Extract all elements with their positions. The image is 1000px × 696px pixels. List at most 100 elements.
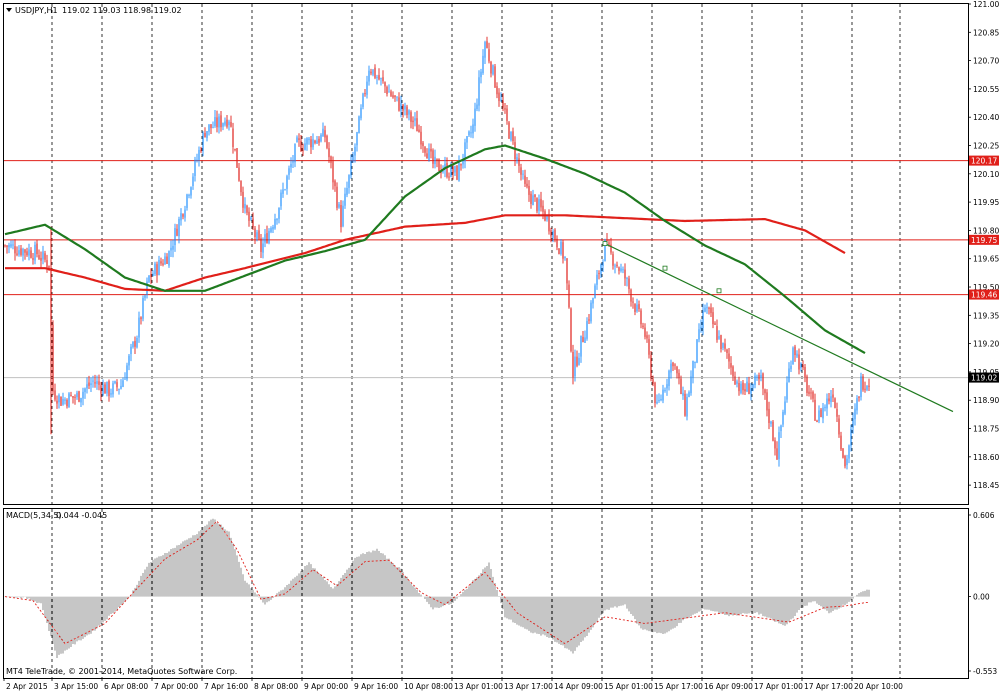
y-tick-label: 121.00 xyxy=(973,0,999,9)
candle xyxy=(420,125,422,150)
candle xyxy=(384,81,386,93)
x-tick-label: 14 Apr 09:00 xyxy=(554,682,603,691)
y-tick-label: 120.40 xyxy=(973,113,999,122)
candle xyxy=(852,412,854,434)
y-tick-label: 119.05 xyxy=(973,368,999,377)
candle xyxy=(646,331,648,343)
candle xyxy=(140,316,142,325)
candle xyxy=(330,155,332,169)
candle xyxy=(656,394,658,405)
candle xyxy=(826,393,828,416)
candle xyxy=(568,280,570,309)
candle xyxy=(534,194,536,202)
candle xyxy=(596,269,598,290)
candle xyxy=(78,390,80,403)
x-tick-label: 15 Apr 17:00 xyxy=(654,682,703,691)
candle xyxy=(624,263,626,286)
candle xyxy=(340,200,342,233)
candle xyxy=(804,364,806,383)
candle xyxy=(832,387,834,402)
candle xyxy=(728,348,730,369)
candle xyxy=(530,191,532,209)
candle xyxy=(270,226,272,234)
candle xyxy=(148,275,150,283)
level-tag-label: 119.46 xyxy=(971,291,997,300)
candle xyxy=(264,228,266,248)
candle xyxy=(236,147,238,169)
candle xyxy=(290,157,292,173)
candle xyxy=(470,125,472,138)
candle xyxy=(32,253,34,265)
candle xyxy=(178,216,180,244)
candle xyxy=(614,263,616,274)
candle xyxy=(536,197,538,214)
candle xyxy=(348,174,350,194)
candle xyxy=(408,109,410,121)
x-tick-label: 7 Apr 16:00 xyxy=(204,682,248,691)
candle xyxy=(844,454,846,469)
candle xyxy=(578,352,580,366)
x-tick-label: 2 Apr 2015 xyxy=(6,682,48,691)
candle xyxy=(616,261,618,268)
candle xyxy=(764,388,766,400)
candle xyxy=(612,251,614,270)
candle xyxy=(558,248,560,255)
candle xyxy=(464,138,466,169)
candle xyxy=(636,298,638,313)
candle xyxy=(760,369,762,382)
candle xyxy=(448,172,450,181)
candle xyxy=(628,275,630,294)
candle xyxy=(324,125,326,143)
candle xyxy=(372,69,374,77)
candle xyxy=(344,187,346,209)
x-tick-label: 16 Apr 09:00 xyxy=(704,682,753,691)
candle xyxy=(682,386,684,400)
x-tick-label: 9 Apr 16:00 xyxy=(354,682,398,691)
candle xyxy=(220,111,222,132)
trendline[interactable] xyxy=(602,241,954,413)
candle xyxy=(864,381,866,393)
candle xyxy=(188,193,190,199)
candle xyxy=(480,68,482,84)
candle xyxy=(824,404,826,412)
candle xyxy=(208,124,210,136)
candle xyxy=(144,294,146,301)
y-tick-label: 120.10 xyxy=(973,170,999,179)
candle xyxy=(698,323,700,343)
candle xyxy=(388,84,390,93)
candle xyxy=(618,266,620,275)
price-axis: 121.00 120.85 120.70 120.55 120.40 120.25 120.… xyxy=(968,0,999,490)
candle xyxy=(18,245,20,257)
candle xyxy=(402,103,404,118)
candle xyxy=(532,189,534,206)
candle xyxy=(22,247,24,262)
candle xyxy=(368,65,370,86)
candle xyxy=(644,323,646,340)
candle xyxy=(146,277,148,299)
candle xyxy=(774,437,776,456)
candle xyxy=(256,229,258,242)
candle xyxy=(862,373,864,392)
candle xyxy=(308,137,310,145)
candle xyxy=(426,148,428,159)
candle xyxy=(276,218,278,225)
dropdown-triangle-icon[interactable] xyxy=(6,8,12,12)
candle xyxy=(20,244,22,257)
trendline-anchor-1[interactable] xyxy=(662,265,668,271)
candle xyxy=(576,350,578,368)
candle xyxy=(752,383,754,392)
candle xyxy=(150,268,152,285)
trendline-line xyxy=(604,243,954,413)
candle xyxy=(724,338,726,352)
candle xyxy=(210,124,212,135)
trendline-anchor-0[interactable] xyxy=(602,241,608,247)
candle xyxy=(808,385,810,397)
current-price-tag xyxy=(969,372,999,383)
candle xyxy=(562,239,564,264)
trendline-anchor-2[interactable] xyxy=(716,288,722,294)
candle xyxy=(258,224,260,241)
candle xyxy=(548,209,550,235)
candle xyxy=(806,374,808,397)
